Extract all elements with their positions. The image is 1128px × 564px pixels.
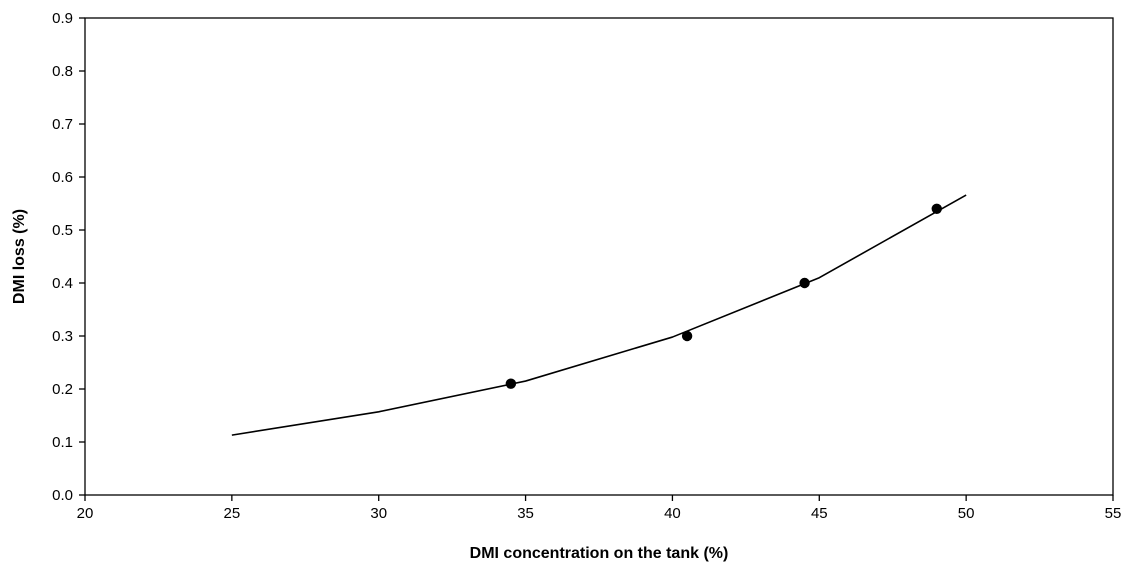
data-point	[931, 203, 942, 214]
data-point	[681, 330, 693, 342]
x-tick-label: 25	[224, 505, 241, 522]
x-tick-label: 20	[77, 505, 94, 522]
y-tick-label: 0.6	[52, 169, 73, 186]
x-tick-label: 40	[664, 505, 681, 522]
y-tick-label: 0.1	[52, 434, 73, 451]
y-tick-label: 0.7	[52, 116, 73, 133]
x-tick-label: 55	[1105, 505, 1122, 522]
x-tick-label: 45	[811, 505, 828, 522]
y-tick-label: 0.2	[52, 381, 73, 398]
data-point	[505, 378, 517, 389]
plot-frame	[84, 17, 1114, 496]
fitted-curve-line	[231, 194, 967, 436]
x-tick-label: 50	[958, 505, 975, 522]
y-tick-label: 0.0	[52, 487, 73, 504]
data-point	[799, 277, 810, 289]
x-axis-ticks: 20 25 30 35 40 45 50 55	[77, 495, 1122, 522]
y-tick-label: 0.9	[52, 10, 73, 27]
y-tick-label: 0.3	[52, 328, 73, 345]
x-axis-title: DMI concentration on the tank (%)	[470, 545, 729, 562]
y-axis-ticks: 0.0 0.1 0.2 0.3 0.4 0.5 0.6 0.7 0.8 0.9	[52, 10, 85, 504]
plot-area-border	[84, 17, 1114, 496]
y-axis-title: DMI loss (%)	[11, 209, 28, 304]
y-tick-label: 0.5	[52, 222, 73, 239]
x-tick-label: 30	[370, 505, 387, 522]
series-layer	[231, 194, 967, 436]
x-tick-label: 35	[517, 505, 534, 522]
y-tick-label: 0.4	[52, 275, 73, 292]
y-tick-label: 0.8	[52, 63, 73, 80]
